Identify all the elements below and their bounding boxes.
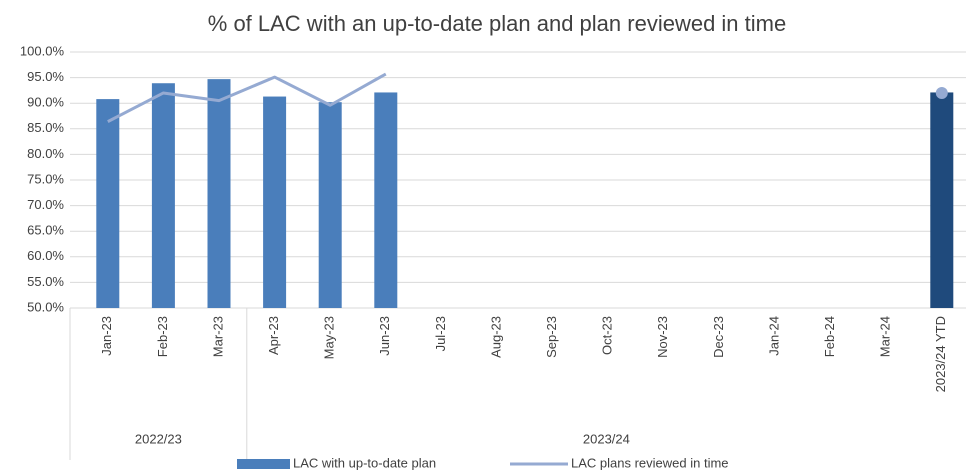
y-tick-label: 80.0% <box>27 146 64 161</box>
x-tick-label: Apr-23 <box>266 316 281 355</box>
chart-title: % of LAC with an up-to-date plan and pla… <box>208 11 786 36</box>
group-label: 2022/23 <box>135 431 182 446</box>
x-tick-label: Jan-24 <box>766 316 781 356</box>
y-tick-label: 50.0% <box>27 299 64 314</box>
legend-swatch <box>237 459 290 469</box>
x-tick-label: Mar-23 <box>210 316 225 357</box>
y-tick-label: 95.0% <box>27 69 64 84</box>
y-tick-label: 75.0% <box>27 171 64 186</box>
x-tick-label: May-23 <box>322 316 337 359</box>
x-tick-label: Dec-23 <box>711 316 726 358</box>
line-point <box>935 86 948 99</box>
y-tick-label: 70.0% <box>27 197 64 212</box>
y-tick-label: 55.0% <box>27 274 64 289</box>
x-tick-label: Jan-23 <box>99 316 114 356</box>
bar <box>96 99 120 308</box>
bar <box>318 102 342 309</box>
bar <box>263 96 287 308</box>
x-tick-label: Jul-23 <box>433 316 448 351</box>
bar <box>207 79 231 308</box>
bar <box>151 83 175 309</box>
x-tick-label: Oct-23 <box>600 316 615 355</box>
group-label: 2023/24 <box>583 431 630 446</box>
y-tick-label: 65.0% <box>27 223 64 238</box>
bar <box>374 92 398 308</box>
x-tick-label: Nov-23 <box>655 316 670 358</box>
x-tick-label: 2023/24 YTD <box>933 316 948 392</box>
legend-label: LAC with up-to-date plan <box>293 455 436 470</box>
x-tick-label: Mar-24 <box>878 316 893 357</box>
x-tick-label: Feb-23 <box>155 316 170 357</box>
x-tick-label: Aug-23 <box>488 316 503 358</box>
x-tick-label: Sep-23 <box>544 316 559 358</box>
y-tick-label: 60.0% <box>27 248 64 263</box>
y-tick-label: 85.0% <box>27 120 64 135</box>
bar <box>930 92 954 308</box>
legend-label: LAC plans reviewed in time <box>571 455 729 470</box>
y-tick-label: 90.0% <box>27 95 64 110</box>
line <box>107 72 387 123</box>
x-tick-label: Jun-23 <box>377 316 392 356</box>
y-tick-label: 100.0% <box>20 43 65 58</box>
x-tick-label: Feb-24 <box>822 316 837 357</box>
